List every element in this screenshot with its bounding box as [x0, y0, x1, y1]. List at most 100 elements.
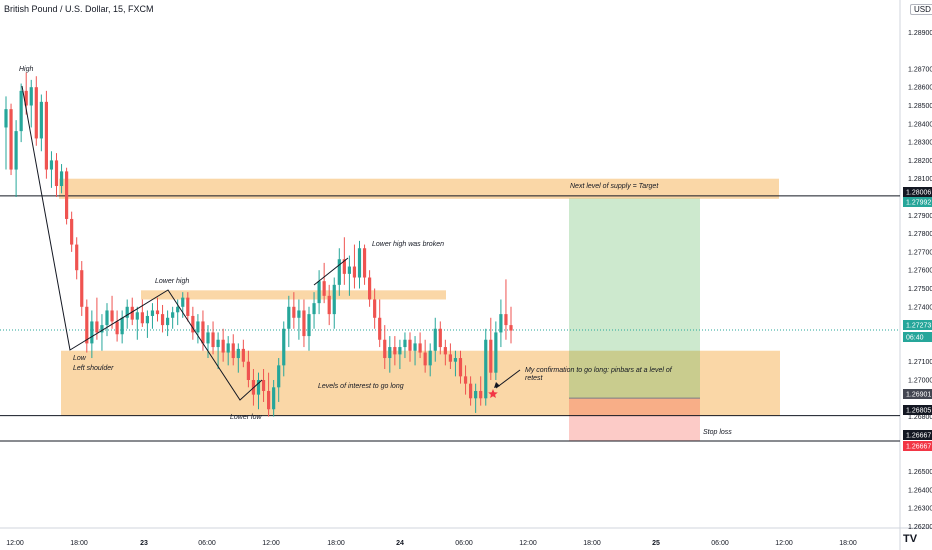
price-tick-label: 1.27100	[908, 359, 932, 366]
price-tag-take-profit[interactable]	[903, 197, 932, 207]
candle-body	[418, 343, 422, 353]
left-shoulder-label: Left shoulder	[73, 365, 114, 372]
price-tag-label: 06:40	[906, 335, 924, 342]
arrow-head-icon	[494, 382, 500, 388]
candle-body	[342, 259, 346, 274]
price-tag-stop-level[interactable]	[903, 430, 932, 440]
confirmation-label-2: retest	[525, 375, 544, 382]
candle-body	[49, 160, 54, 170]
time-tick-label: 12:00	[775, 540, 793, 547]
candle-body	[378, 317, 382, 340]
trend-lines	[21, 85, 263, 401]
price-tag-countdown[interactable]	[903, 332, 932, 342]
price-tick-label: 1.27600	[908, 268, 932, 275]
candle-body	[75, 244, 79, 271]
candle-body	[226, 343, 230, 353]
profit-area[interactable]	[569, 198, 700, 399]
candle-body	[246, 361, 250, 380]
candle-body	[115, 321, 119, 335]
lower-high-broken-label: Lower high was broken	[372, 241, 444, 248]
price-tag-label: 1.26901	[906, 392, 931, 399]
candle-body	[403, 339, 407, 348]
price-tag-current-price[interactable]	[903, 320, 932, 330]
price-tag-label: 1.27273	[906, 323, 931, 330]
time-tick-label: 23	[140, 540, 148, 547]
time-tick-label: 06:00	[198, 540, 216, 547]
candle-body	[54, 160, 59, 187]
loss-area[interactable]	[569, 398, 700, 441]
low-label: Low	[73, 355, 87, 362]
time-tick-label: 25	[652, 540, 660, 547]
candle-body	[484, 339, 488, 399]
candle-body	[125, 306, 129, 318]
candle-body	[196, 321, 200, 333]
supply-target-label: Next level of supply = Target	[570, 183, 659, 190]
candle-body	[398, 347, 402, 355]
candle-body	[85, 306, 89, 344]
candle-body	[221, 339, 225, 353]
candle-body	[256, 380, 261, 395]
price-tick-label: 1.27400	[908, 304, 932, 311]
time-tick-label: 06:00	[455, 540, 473, 547]
currency-button[interactable]: USD	[910, 4, 932, 15]
price-tick-label: 1.27900	[908, 213, 932, 220]
price-tag-target-level[interactable]	[903, 187, 932, 197]
candle-body	[362, 248, 367, 278]
lower-low-label: Lower low	[230, 414, 262, 421]
candle-body	[458, 358, 463, 377]
candle-body	[292, 306, 296, 318]
star-icon[interactable]	[488, 389, 498, 398]
levels-of-interest-label: Levels of interest to go long	[318, 383, 404, 390]
lower-high-label: Lower high	[155, 278, 189, 285]
candle-body	[191, 315, 195, 333]
candle-body	[155, 310, 160, 315]
candle-body	[499, 314, 503, 333]
price-tick-label: 1.27500	[908, 286, 932, 293]
price-tick-label: 1.28100	[908, 176, 932, 183]
candle-body	[150, 310, 155, 316]
candle-body	[393, 347, 397, 355]
candle-body	[120, 317, 124, 335]
price-tick-label: 1.26400	[908, 487, 932, 494]
candle-body	[39, 101, 43, 139]
time-tick-label: 12:00	[262, 540, 280, 547]
candle-body	[19, 90, 23, 132]
price-tick-label: 1.28300	[908, 140, 932, 147]
candle-body	[90, 321, 94, 344]
candle-body	[140, 312, 144, 324]
demand-zone	[61, 350, 780, 416]
price-tag-label: 1.26667	[906, 444, 931, 451]
price-tick-label: 1.26500	[908, 469, 932, 476]
candle-body	[287, 306, 291, 329]
candle-body	[181, 297, 185, 307]
tradingview-logo: TV	[903, 533, 918, 545]
price-tick-label: 1.27000	[908, 378, 932, 385]
candle-body	[34, 87, 38, 139]
candle-body	[408, 339, 412, 351]
price-tick-label: 1.28700	[908, 66, 932, 73]
confirmation-arrow	[495, 369, 521, 389]
price-tag-entry[interactable]	[903, 389, 932, 399]
confirmation-label-1: My confirmation to go long: pinbars at a…	[525, 367, 673, 374]
candle-body	[312, 303, 316, 315]
time-tick-label: 18:00	[839, 540, 857, 547]
candle-body	[357, 248, 362, 278]
candle-body	[317, 281, 321, 304]
candle-body	[14, 131, 18, 170]
candle-body	[171, 312, 175, 318]
price-tick-label: 1.27800	[908, 231, 932, 238]
candle-body	[352, 266, 357, 278]
candle-body	[509, 325, 513, 331]
candle-body	[448, 354, 452, 362]
candle-body	[145, 315, 149, 324]
price-tag-stop-loss[interactable]	[903, 441, 932, 451]
candle-body	[438, 328, 442, 348]
price-tick-label: 1.27700	[908, 249, 932, 256]
candle-body	[70, 218, 74, 245]
price-tag-support-level[interactable]	[903, 405, 932, 415]
high-label: High	[19, 66, 34, 73]
candle-body	[423, 352, 427, 366]
chart-title: British Pound / U.S. Dollar, 15, FXCM	[4, 4, 154, 14]
candle-body	[9, 109, 13, 170]
